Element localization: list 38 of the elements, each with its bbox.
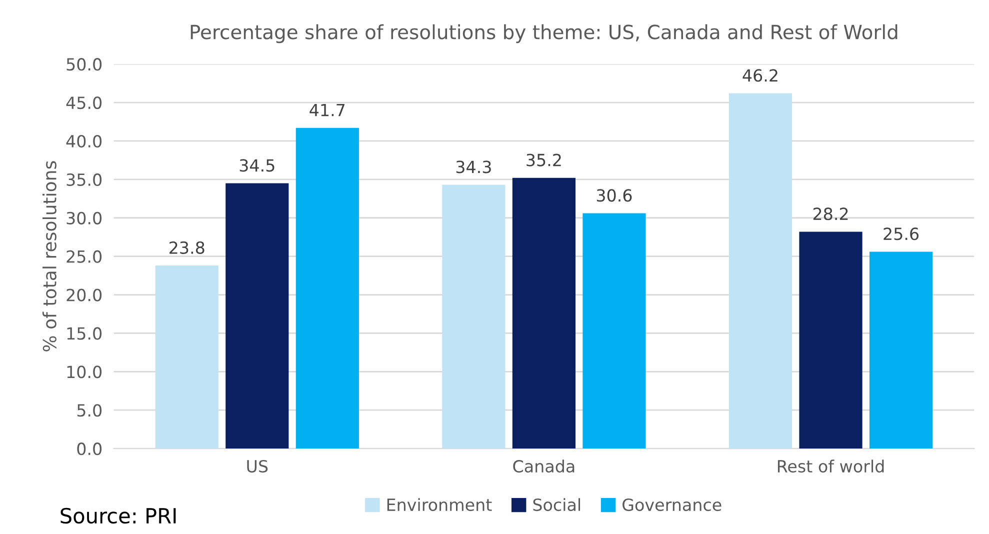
bar (869, 252, 933, 449)
bar (155, 266, 218, 449)
y-tick-label: 10.0 (67, 366, 102, 378)
y-tick-label: 25.0 (66, 250, 102, 263)
bar (799, 232, 862, 449)
y-tick-label: 15.0 (67, 327, 102, 340)
y-tick-label: 20.0 (66, 288, 102, 302)
y-tick-label: 45.0 (66, 96, 102, 110)
legend-label: Social (533, 498, 580, 512)
data-label: 41.7 (310, 104, 345, 116)
bar (296, 128, 359, 449)
y-tick-label: 5.0 (77, 404, 102, 417)
data-label: 34.5 (240, 159, 274, 172)
data-label: 25.6 (884, 228, 919, 240)
data-label: 46.2 (742, 69, 778, 82)
y-tick-label: 30.0 (66, 212, 102, 224)
bar (582, 213, 646, 449)
bar (512, 178, 576, 449)
y-tick-label: 40.0 (66, 134, 102, 148)
x-tick-label: US (247, 460, 268, 473)
y-tick-label: 50.0 (66, 58, 102, 71)
data-label: 34.3 (456, 160, 491, 174)
data-label: 28.2 (813, 208, 848, 220)
data-label: 30.6 (596, 189, 632, 202)
legend-label: Governance (622, 498, 722, 512)
y-axis-title: % of total resolutions (42, 161, 56, 352)
source-note: Source: PRI (60, 508, 176, 524)
x-tick-label: Canada (513, 460, 574, 473)
data-label: 35.2 (526, 154, 561, 166)
y-tick-label: 0.0 (77, 442, 102, 456)
bar (442, 184, 506, 449)
data-label: 23.8 (170, 241, 204, 254)
bar (226, 183, 289, 449)
x-tick-label: Rest of world (778, 460, 884, 473)
y-tick-label: 35.0 (66, 173, 102, 186)
chart-title: Percentage share of resolutions by theme: US, Canada and Rest of World (190, 24, 898, 44)
legend-label: Environment (387, 498, 492, 512)
bar (728, 93, 792, 449)
